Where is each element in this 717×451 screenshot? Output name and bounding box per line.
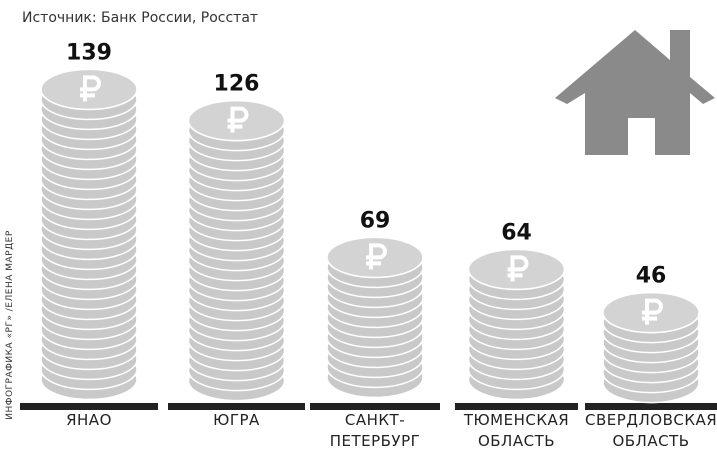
value-label: 46 [636,264,667,289]
value-label: 139 [66,40,112,65]
coin-stack [603,293,699,403]
baseline-bar [168,403,305,410]
category-label: САНКТ- ПЕТЕРБУРГ [310,410,440,451]
infographic: 139 126 69 64 46 Источник: Банк России, Росс… [0,0,717,451]
house-icon [555,30,715,155]
chart: 139 126 69 64 46 [0,0,717,451]
baseline-bar [455,403,578,410]
credit: ИНФОГРАФИКА «РГ» /ЕЛЕНА МАРДЕР [5,215,15,435]
value-label: 126 [214,72,260,97]
category-label: СВЕРДЛОВСКАЯ ОБЛАСТЬ [585,410,717,451]
coin-stack [41,69,137,399]
baseline-bar [310,403,440,410]
subtitle: Источник: Банк России, Росстат [22,10,258,26]
category-label: ЯНАО [20,410,158,431]
coin-stack [469,249,565,399]
value-label: 64 [501,220,532,245]
coin-stack [327,237,423,397]
category-label: ТЮМЕНСКАЯ ОБЛАСТЬ [455,410,578,451]
baseline-bar [585,403,717,410]
baseline-bar [20,403,158,410]
coin-stack [189,101,285,401]
category-label: ЮГРА [168,410,305,431]
value-label: 69 [360,208,391,233]
